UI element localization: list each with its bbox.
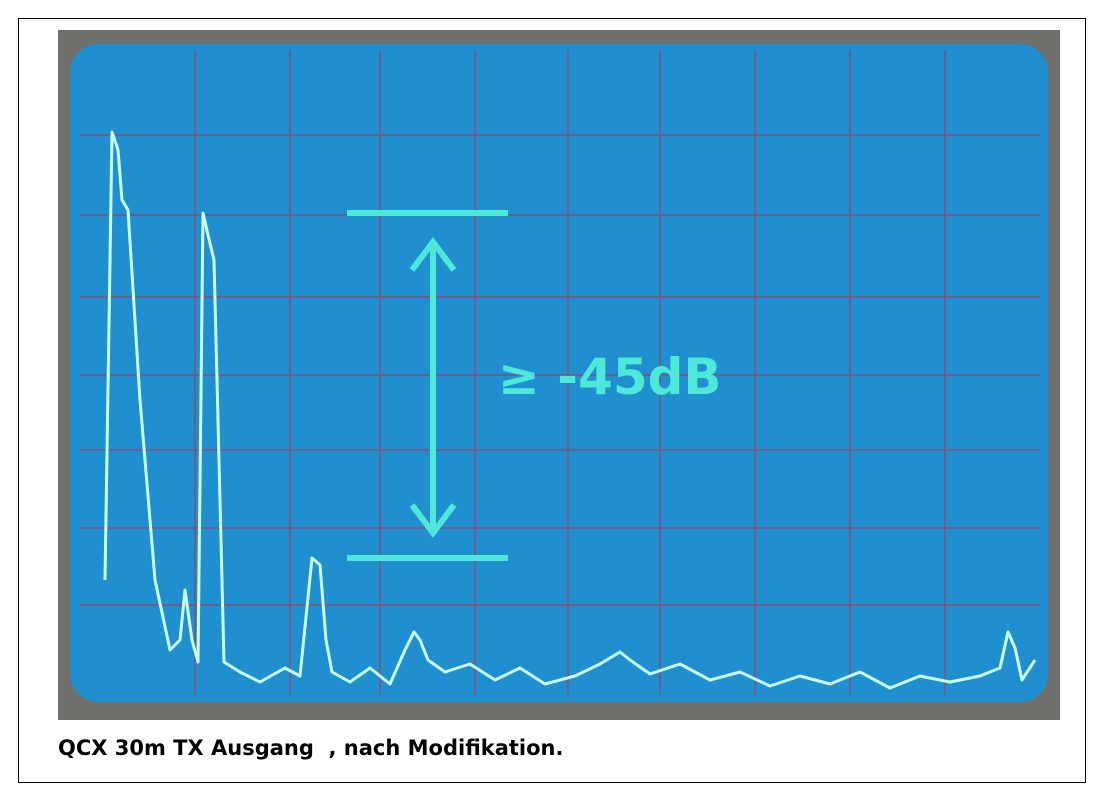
annotation-label: ≥ -45dB — [498, 348, 722, 406]
annotation-marks — [347, 210, 508, 561]
caption: QCX 30m TX Ausgang , nach Modifikation. — [58, 736, 564, 760]
scope-grid — [80, 50, 1040, 695]
scope-trace — [103, 130, 1037, 690]
scope-screen — [70, 44, 1048, 702]
